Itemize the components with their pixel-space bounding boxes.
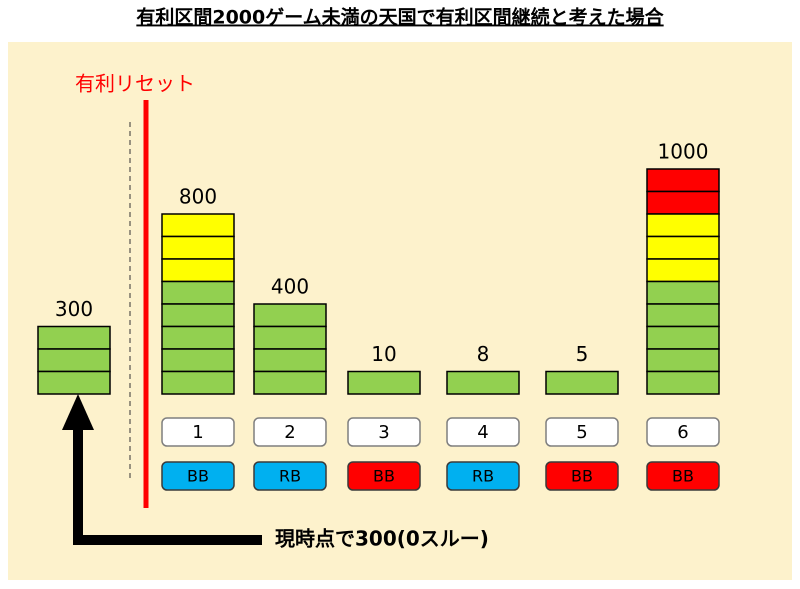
count-label: 10	[371, 342, 396, 366]
count-label: 5	[576, 342, 589, 366]
number-box	[646, 417, 720, 447]
number-box	[446, 417, 520, 447]
block	[253, 370, 327, 395]
count-label: 1000	[658, 140, 709, 164]
block	[646, 168, 720, 193]
block	[161, 370, 235, 395]
block	[161, 348, 235, 373]
bonus: BB	[373, 467, 395, 486]
bonus: BB	[672, 467, 694, 486]
bonus-box	[253, 461, 327, 491]
block	[646, 370, 720, 395]
block	[646, 235, 720, 260]
bonus: BB	[187, 467, 209, 486]
note: 現時点で300(0スルー)	[275, 527, 489, 551]
number-box	[347, 417, 421, 447]
block	[646, 213, 720, 238]
block	[347, 370, 421, 395]
block	[253, 303, 327, 328]
bonus-box	[545, 461, 619, 491]
block	[446, 370, 520, 395]
block	[161, 235, 235, 260]
block	[253, 348, 327, 373]
count-label: 8	[477, 342, 490, 366]
block	[253, 325, 327, 350]
number: 3	[378, 422, 389, 443]
number: 4	[477, 422, 488, 443]
arrow-head	[62, 394, 94, 430]
block	[161, 325, 235, 350]
block	[161, 213, 235, 238]
number: 2	[284, 422, 295, 443]
count-label: 300	[55, 297, 93, 321]
number-box	[161, 417, 235, 447]
bonus-box	[347, 461, 421, 491]
reset-label: 有利リセット	[75, 72, 195, 96]
number: 1	[192, 422, 203, 443]
block	[37, 325, 111, 350]
bonus-box	[446, 461, 520, 491]
block	[161, 258, 235, 283]
block	[646, 348, 720, 373]
bonus: RB	[472, 467, 494, 486]
block	[37, 370, 111, 395]
number-box	[253, 417, 327, 447]
block	[646, 190, 720, 215]
block	[161, 303, 235, 328]
number-box	[545, 417, 619, 447]
number: 6	[677, 422, 688, 443]
block	[545, 370, 619, 395]
bonus: BB	[571, 467, 593, 486]
block	[646, 303, 720, 328]
block	[37, 348, 111, 373]
count-label: 400	[271, 275, 309, 299]
number: 5	[576, 422, 587, 443]
bonus-box	[646, 461, 720, 491]
block	[646, 280, 720, 305]
block	[646, 325, 720, 350]
count-label: 800	[179, 185, 217, 209]
block	[646, 258, 720, 283]
arrow	[73, 412, 262, 545]
title: 有利区間2000ゲーム未満の天国で有利区間継続と考えた場合	[136, 6, 664, 29]
block	[161, 280, 235, 305]
bonus-box	[161, 461, 235, 491]
bonus: RB	[279, 467, 301, 486]
